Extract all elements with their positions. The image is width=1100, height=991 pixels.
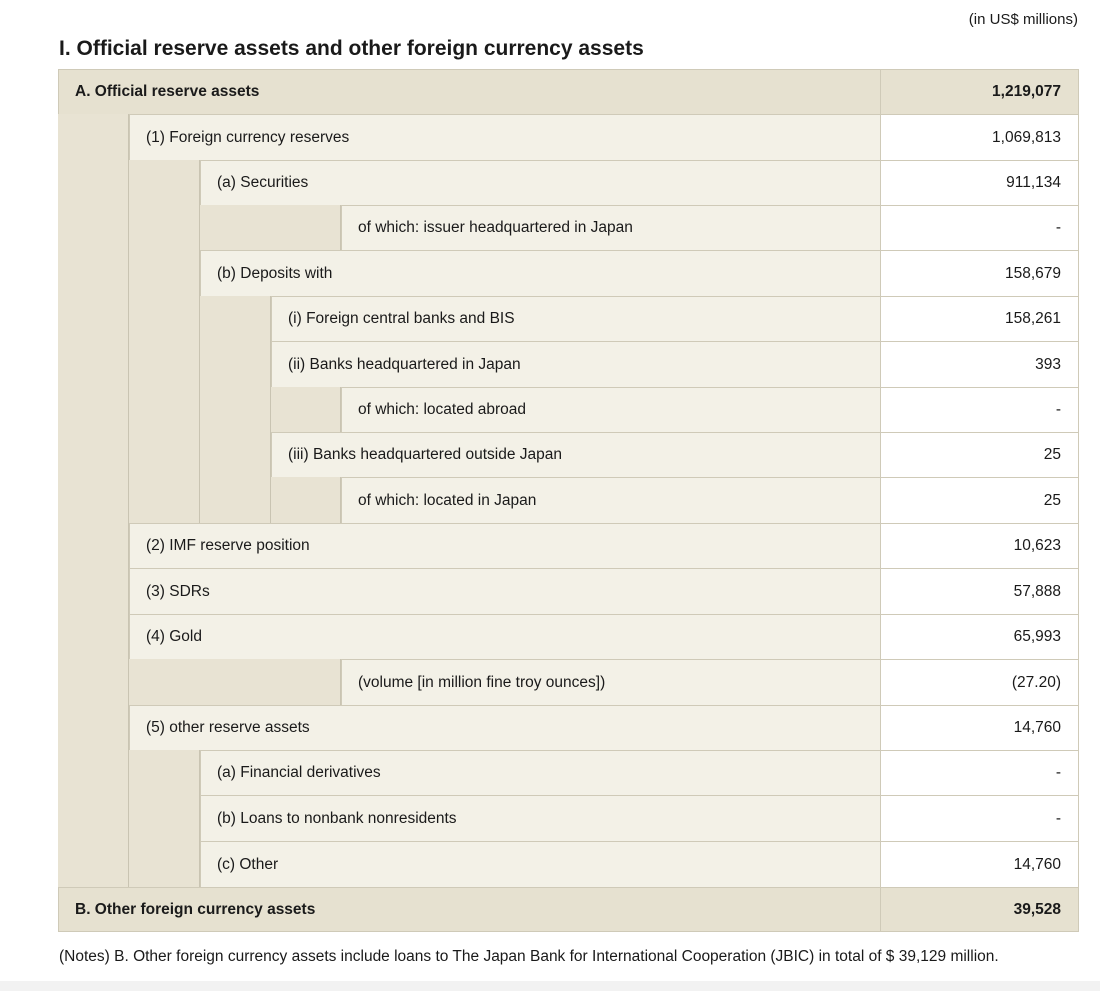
value-gold-volume: (27.20)	[880, 659, 1079, 705]
value-sdrs: 57,888	[880, 568, 1079, 614]
value-issuer-headquartered-japan: -	[880, 205, 1079, 250]
label-other: (c) Other	[200, 841, 880, 887]
label-located-abroad: of which: located abroad	[341, 387, 880, 432]
label-official-reserve-assets: A. Official reserve assets	[58, 69, 880, 114]
value-foreign-currency-reserves: 1,069,813	[880, 114, 1079, 160]
label-financial-derivatives: (a) Financial derivatives	[200, 750, 880, 795]
label-deposits-with: (b) Deposits with	[200, 250, 880, 296]
value-imf-reserve-position: 10,623	[880, 523, 1079, 568]
value-banks-headquartered-outside-japan: 25	[880, 432, 1079, 477]
label-foreign-currency-reserves: (1) Foreign currency reserves	[129, 114, 880, 160]
value-financial-derivatives: -	[880, 750, 1079, 795]
indent-band-level-3-deposits	[200, 296, 271, 523]
value-other-reserve-assets: 14,760	[880, 705, 1079, 750]
value-loans-nonbank-nonresidents: -	[880, 795, 1079, 841]
indent-band-gold-volume	[129, 659, 341, 705]
label-gold: (4) Gold	[129, 614, 880, 659]
indent-band-level-2-foreign-currency	[129, 160, 200, 523]
label-banks-headquartered-outside-japan: (iii) Banks headquartered outside Japan	[271, 432, 880, 477]
label-gold-volume: (volume [in million fine troy ounces])	[341, 659, 880, 705]
value-foreign-central-banks-bis: 158,261	[880, 296, 1079, 341]
table-bottom-border	[58, 931, 1079, 932]
page-bottom-strip	[0, 981, 1100, 991]
value-other-foreign-currency-assets: 39,528	[880, 887, 1079, 932]
label-issuer-headquartered-japan: of which: issuer headquartered in Japan	[341, 205, 880, 250]
value-banks-headquartered-japan: 393	[880, 341, 1079, 387]
unit-note: (in US$ millions)	[968, 11, 1078, 28]
label-located-in-japan: of which: located in Japan	[341, 477, 880, 523]
label-foreign-central-banks-bis: (i) Foreign central banks and BIS	[271, 296, 880, 341]
value-located-in-japan: 25	[880, 477, 1079, 523]
label-imf-reserve-position: (2) IMF reserve position	[129, 523, 880, 568]
label-loans-nonbank-nonresidents: (b) Loans to nonbank nonresidents	[200, 795, 880, 841]
indent-band-level-3-securities	[200, 205, 341, 250]
indent-band-level-2-other-reserve	[129, 750, 200, 887]
value-other: 14,760	[880, 841, 1079, 887]
value-gold: 65,993	[880, 614, 1079, 659]
table-notes: (Notes) B. Other foreign currency assets…	[59, 948, 999, 965]
label-other-foreign-currency-assets: B. Other foreign currency assets	[58, 887, 880, 932]
indent-band-level-4-banks-outside	[271, 477, 341, 523]
value-securities: 911,134	[880, 160, 1079, 205]
indent-band-level-1	[58, 114, 129, 887]
label-banks-headquartered-japan: (ii) Banks headquartered in Japan	[271, 341, 880, 387]
reserve-assets-table: A. Official reserve assets (1) Foreign c…	[58, 69, 1079, 932]
value-deposits-with: 158,679	[880, 250, 1079, 296]
label-other-reserve-assets: (5) other reserve assets	[129, 705, 880, 750]
indent-band-level-4-banks-japan	[271, 387, 341, 432]
value-official-reserve-assets: 1,219,077	[880, 69, 1079, 114]
label-sdrs: (3) SDRs	[129, 568, 880, 614]
label-securities: (a) Securities	[200, 160, 880, 205]
section-title: I. Official reserve assets and other for…	[59, 37, 644, 60]
value-located-abroad: -	[880, 387, 1079, 432]
